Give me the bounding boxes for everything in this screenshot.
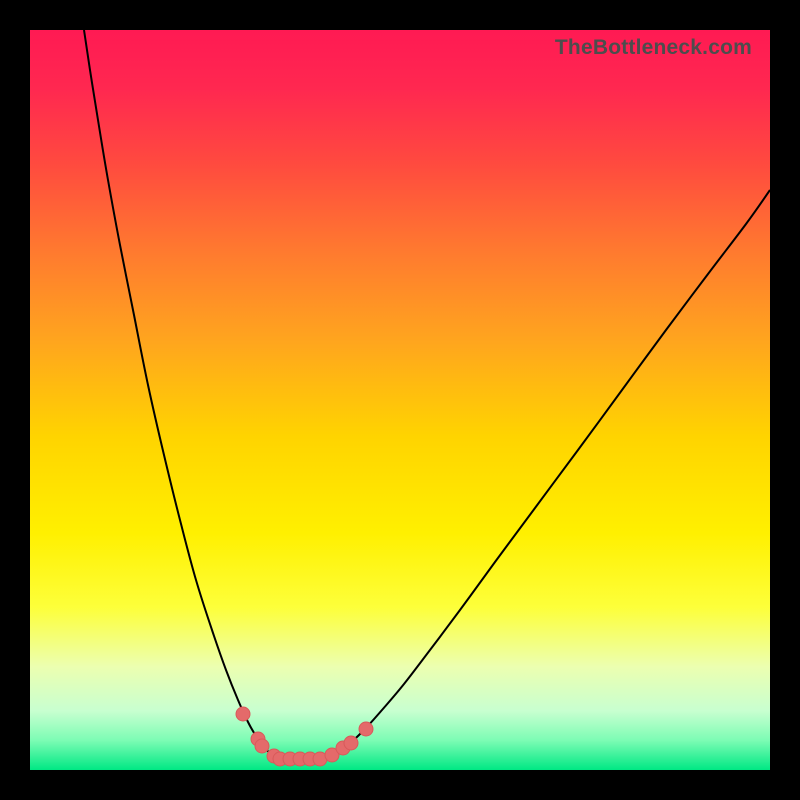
data-marker <box>236 707 250 721</box>
data-marker <box>359 722 373 736</box>
bottleneck-curve <box>30 30 770 770</box>
curve-right-branch <box>325 190 770 759</box>
data-marker <box>344 736 358 750</box>
data-markers <box>236 707 373 766</box>
data-marker <box>255 739 269 753</box>
plot-area: TheBottleneck.com <box>30 30 770 770</box>
watermark-text: TheBottleneck.com <box>555 36 752 60</box>
curve-left-branch <box>84 30 280 759</box>
chart-frame: TheBottleneck.com <box>0 0 800 800</box>
